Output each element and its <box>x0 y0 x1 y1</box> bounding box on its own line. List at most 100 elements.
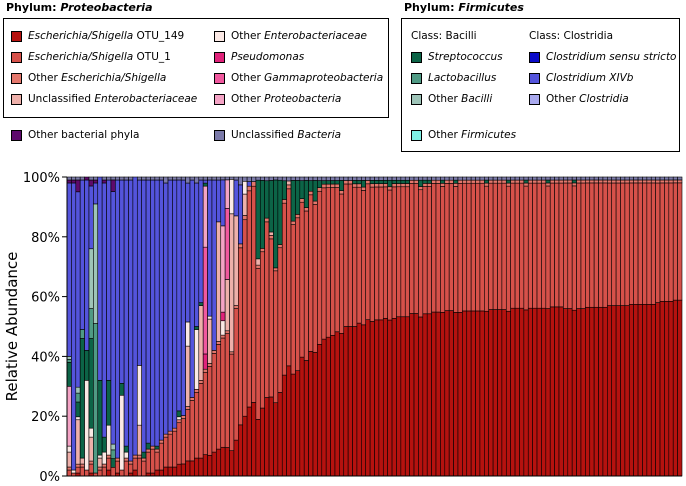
bar-segment-ec1-139 <box>677 182 683 301</box>
bar-segment-oesch-23 <box>167 430 173 435</box>
bar-segment-ec149-92 <box>470 310 476 477</box>
bar-segment-unbact-10 <box>110 176 116 181</box>
bar-segment-strep-81 <box>422 179 428 184</box>
legend-item-ec1: Escherichia/Shigella OTU_1 <box>11 51 171 63</box>
bar-segment-strep-61 <box>334 180 340 185</box>
bar-segment-ec1-19 <box>150 448 156 474</box>
bar-segment-unbact-81 <box>422 176 428 181</box>
bar-segment-ec1-112 <box>558 182 564 308</box>
bar-segment-ec1-88 <box>453 186 459 313</box>
bar-segment-ec1-121 <box>598 182 604 308</box>
bar-segment-ec1-29 <box>194 391 200 459</box>
bar-segment-strep-13 <box>123 445 129 453</box>
bar-segment-unbact-35 <box>220 176 226 181</box>
bar-segment-obac-0 <box>66 356 72 360</box>
bar-segment-ec149-70 <box>374 319 380 477</box>
bar-segment-ec1-133 <box>650 182 656 305</box>
y-tick-label-3: 60% <box>31 291 60 306</box>
bar-segment-strep-29 <box>194 326 200 330</box>
bar-segment-ec1-13 <box>123 460 129 477</box>
bar-segment-oesch-51 <box>290 220 296 225</box>
bar-segment-oent-5 <box>88 427 94 438</box>
bar-segment-oesch-132 <box>646 179 652 184</box>
legend-item-obac: Other Bacilli <box>411 93 492 105</box>
legend-item-strep: Streptococcus <box>411 51 503 63</box>
legend-label-unbact: Unclassified Bacteria <box>231 129 342 141</box>
bar-segment-oesch-88 <box>453 182 459 187</box>
bar-segment-ec1-98 <box>497 182 503 310</box>
bar-segment-ec149-29 <box>194 457 200 477</box>
bar-segment-ec149-50 <box>286 365 292 477</box>
bar-segment-ec1-136 <box>664 182 670 302</box>
bar-segment-oent-12 <box>119 394 125 471</box>
bar-segment-unbact-118 <box>585 176 591 181</box>
bar-segment-ec1-85 <box>440 186 446 313</box>
bar-segment-oesch-125 <box>615 179 621 184</box>
bar-segment-oesch-134 <box>655 179 661 184</box>
bar-segment-ec1-66 <box>356 186 362 324</box>
stacked-bars <box>66 176 683 477</box>
bar-segment-ec1-23 <box>167 433 173 468</box>
legend-item-c14: Clostridium XIVb <box>529 72 633 84</box>
legend-item-lacto: Lactobacillus <box>411 72 496 84</box>
legend-swatch-oesch <box>11 72 22 84</box>
legend-label-obac: Other Bacilli <box>428 93 493 105</box>
bar-segment-unbact-100 <box>505 176 511 181</box>
bar-segment-lacto-6 <box>93 323 99 474</box>
bar-segment-oesch-71 <box>378 183 384 188</box>
bar-segment-strep-12 <box>119 383 125 396</box>
bar-segment-ec1-83 <box>431 183 437 313</box>
bar-segment-ec149-49 <box>281 374 287 477</box>
bar-segment-oesch-11 <box>115 457 121 462</box>
bar-segment-ec149-81 <box>422 313 428 477</box>
bar-segment-oesch-74 <box>391 183 397 188</box>
bar-segment-oesch-50 <box>286 184 292 190</box>
legend-swatch-unbact <box>214 129 225 141</box>
bar-segment-strep-0 <box>66 362 72 387</box>
bar-segment-c14-14 <box>128 179 134 462</box>
bar-segment-ec149-89 <box>457 312 463 477</box>
bar-segment-ec149-102 <box>514 307 520 477</box>
bar-segment-oproteo-0 <box>66 386 72 447</box>
bar-segment-oesch-9 <box>106 454 112 459</box>
bar-segment-lacto-3 <box>79 329 85 339</box>
bar-segment-unbact-135 <box>659 176 665 181</box>
bar-segment-ec149-126 <box>620 305 626 477</box>
bar-segment-ec149-97 <box>492 309 498 477</box>
bar-segment-ec149-115 <box>571 309 577 477</box>
legend-swatch-oproteo <box>214 93 225 105</box>
bar-segment-unbact-139 <box>677 176 683 181</box>
bar-segment-unbact-38 <box>233 176 239 181</box>
bar-segment-unbact-121 <box>598 176 604 181</box>
bar-segment-ec149-82 <box>426 313 432 477</box>
bar-segment-obac-10 <box>110 443 116 451</box>
bar-segment-ec1-52 <box>295 217 301 371</box>
bar-segment-unent-43 <box>255 258 261 266</box>
bar-segment-unent-0 <box>66 451 72 468</box>
bar-segment-ec149-109 <box>545 308 551 477</box>
bar-segment-ec1-14 <box>128 463 134 474</box>
bar-segment-ec149-44 <box>259 407 265 477</box>
bar-segment-ec1-99 <box>501 182 507 310</box>
bar-segment-pseudo-35 <box>220 311 226 322</box>
bar-segment-ec1-34 <box>216 344 222 450</box>
legend-label-ophyla: Other bacterial phyla <box>28 129 140 141</box>
bar-segment-ec1-102 <box>514 182 520 309</box>
bar-segment-unbact-93 <box>475 176 481 181</box>
legend-swatch-c14 <box>529 72 540 84</box>
bar-segment-oesch-22 <box>163 433 169 438</box>
bar-segment-ec1-135 <box>659 182 665 302</box>
bar-segment-ec149-84 <box>435 311 441 477</box>
bar-segment-oesch-28 <box>189 397 195 401</box>
bar-segment-unent-3 <box>79 457 85 465</box>
bar-segment-ec1-47 <box>273 270 279 404</box>
bar-segment-oesch-124 <box>611 179 617 184</box>
bar-segment-oesch-136 <box>664 179 670 184</box>
bar-segment-oesch-123 <box>607 179 613 184</box>
bar-segment-ec149-76 <box>400 316 406 477</box>
bar-segment-oesch-122 <box>602 179 608 184</box>
bar-segment-ec149-131 <box>642 303 648 477</box>
bar-segment-oesch-110 <box>549 179 555 184</box>
bar-segment-oesch-109 <box>545 182 551 187</box>
bar-segment-ec1-42 <box>251 185 257 403</box>
